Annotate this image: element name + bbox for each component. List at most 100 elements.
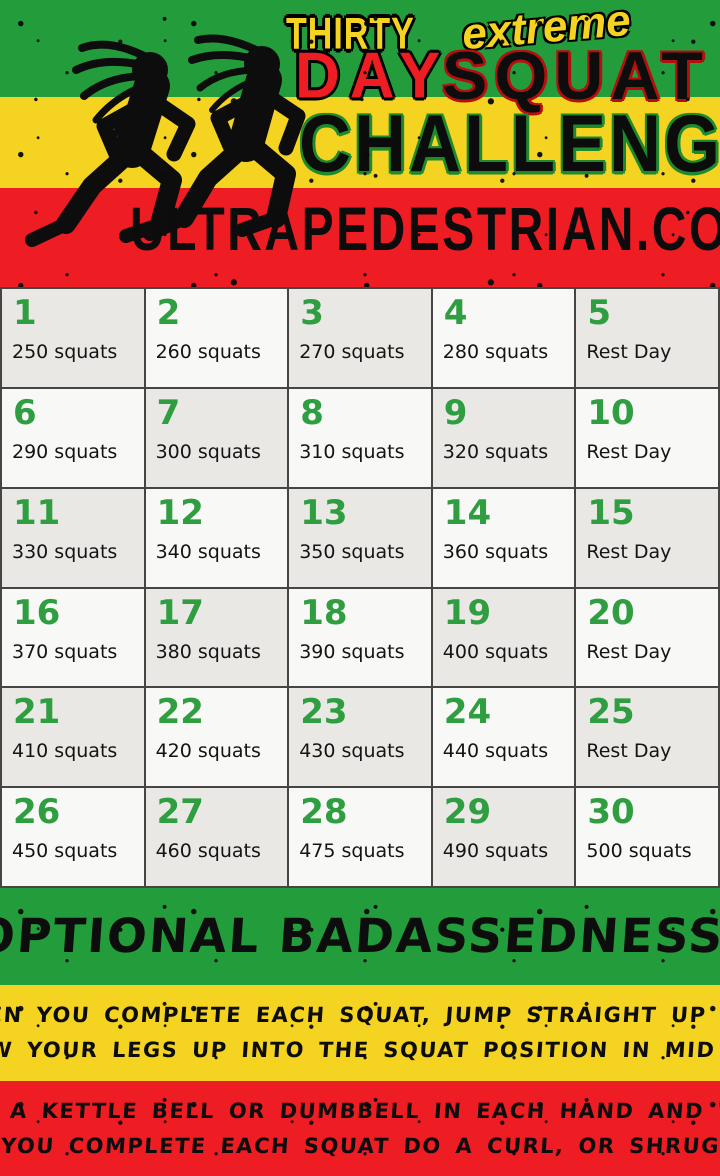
day-task: 475 squats xyxy=(299,840,405,863)
weights-tip-line2: YOU COMPLETE EACH SQUAT DO A CURL, OR SH… xyxy=(0,1133,720,1158)
day-task: 320 squats xyxy=(442,440,549,463)
calendar-cell: 23 430 squats xyxy=(289,688,431,787)
day-number: 12 xyxy=(156,492,204,533)
day-task: 280 squats xyxy=(442,341,549,363)
calendar-cell: 19 400 squats xyxy=(432,588,575,687)
optional-badassedness-band: OPTIONAL BADASSEDNESS: xyxy=(0,888,720,985)
day-task: 460 squats xyxy=(155,840,261,863)
title-thirty: THIRTY xyxy=(286,9,415,59)
optional-title: OPTIONAL BADASSEDNESS: xyxy=(0,909,720,964)
header-banner: THIRTY DAY extreme SQUAT CHALLENGE ULTRA… xyxy=(0,0,720,287)
website-text: ULTRAPEDESTRIAN.COM xyxy=(130,196,720,264)
day-task: 380 squats xyxy=(155,640,261,663)
jump-tip-line1: WHEN YOU COMPLETE EACH SQUAT, JUMP STRAI… xyxy=(0,1003,720,1028)
calendar-cell: 2 260 squats xyxy=(145,289,288,387)
title-squat: SQUAT xyxy=(442,38,710,114)
day-number: 17 xyxy=(156,592,204,633)
dreadlocked-runners-silhouette-icon xyxy=(25,34,306,247)
day-number: 15 xyxy=(587,492,635,533)
day-number: 11 xyxy=(13,492,61,533)
day-task: 400 squats xyxy=(442,640,549,663)
day-task: 410 squats xyxy=(12,740,118,763)
calendar-cell: 25 Rest Day xyxy=(576,688,718,787)
day-number: 7 xyxy=(156,392,181,433)
calendar-cell: 13 350 squats xyxy=(289,488,431,587)
day-task: 360 squats xyxy=(442,540,549,563)
day-task: 290 squats xyxy=(12,440,118,463)
calendar-grid: 1 250 squats 2 260 squats 3 270 squats 4… xyxy=(0,287,720,888)
calendar-cell: 6 290 squats xyxy=(2,388,144,487)
jump-tip-line2: DRAW YOUR LEGS UP INTO THE SQUAT POSITIO… xyxy=(0,1038,720,1062)
day-task: 450 squats xyxy=(12,840,118,863)
calendar-cell: 20 Rest Day xyxy=(576,588,718,687)
day-task: 250 squats xyxy=(12,341,118,363)
calendar-cell: 7 300 squats xyxy=(145,388,288,487)
day-number: 28 xyxy=(300,792,348,833)
day-task: Rest Day xyxy=(586,740,672,763)
day-task: 350 squats xyxy=(299,540,405,563)
day-number: 1 xyxy=(13,293,37,333)
day-task: Rest Day xyxy=(586,540,672,563)
day-number: 4 xyxy=(443,293,468,333)
day-number: 20 xyxy=(587,592,635,633)
calendar-cell: 4 280 squats xyxy=(432,289,575,387)
day-task: 260 squats xyxy=(155,341,261,363)
day-number: 13 xyxy=(300,492,348,533)
day-number: 5 xyxy=(587,293,612,333)
day-number: 22 xyxy=(156,692,204,733)
day-number: 19 xyxy=(443,592,492,633)
day-task: Rest Day xyxy=(586,440,672,463)
day-number: 26 xyxy=(13,792,61,833)
day-task: 300 squats xyxy=(155,440,261,463)
calendar-cell: 17 380 squats xyxy=(145,588,288,687)
day-task: 390 squats xyxy=(299,640,405,663)
day-number: 9 xyxy=(443,392,468,433)
day-number: 18 xyxy=(300,592,348,633)
day-number: 21 xyxy=(13,692,61,733)
calendar-cell: 5 Rest Day xyxy=(576,289,718,387)
day-task: 500 squats xyxy=(586,840,692,863)
calendar-cell: 10 Rest Day xyxy=(576,388,718,487)
day-number: 2 xyxy=(156,293,181,333)
calendar-cell: 14 360 squats xyxy=(432,488,575,587)
weights-tip-band: HOLD A KETTLE BELL OR DUMBBELL IN EACH H… xyxy=(0,1081,720,1176)
calendar-cell: 12 340 squats xyxy=(145,488,288,587)
day-number: 23 xyxy=(300,692,348,733)
day-task: Rest Day xyxy=(586,341,672,363)
day-number: 14 xyxy=(443,492,492,533)
jump-tip-band: WHEN YOU COMPLETE EACH SQUAT, JUMP STRAI… xyxy=(0,985,720,1081)
day-task: 370 squats xyxy=(12,640,118,663)
calendar-cell: 9 320 squats xyxy=(432,388,575,487)
day-task: 310 squats xyxy=(299,440,405,463)
calendar-cell: 8 310 squats xyxy=(289,388,431,487)
day-task: 440 squats xyxy=(442,740,549,763)
day-number: 25 xyxy=(587,692,635,733)
calendar-cell: 3 270 squats xyxy=(289,289,431,387)
title-day: DAY xyxy=(295,39,451,113)
day-number: 10 xyxy=(587,392,635,433)
calendar-cell: 21 410 squats xyxy=(2,688,144,787)
calendar-cell: 26 450 squats xyxy=(2,788,144,886)
day-number: 6 xyxy=(13,392,37,433)
weights-tip-line1: HOLD A KETTLE BELL OR DUMBBELL IN EACH H… xyxy=(0,1098,720,1123)
calendar-cell: 29 490 squats xyxy=(432,788,575,886)
day-number: 30 xyxy=(587,792,635,833)
calendar-cell: 15 Rest Day xyxy=(576,488,718,587)
day-task: 430 squats xyxy=(299,740,405,763)
day-number: 24 xyxy=(443,692,492,733)
day-task: 420 squats xyxy=(155,740,261,763)
calendar-cell: 27 460 squats xyxy=(145,788,288,886)
day-number: 3 xyxy=(300,293,324,333)
day-task: 270 squats xyxy=(299,341,405,363)
calendar-cell: 28 475 squats xyxy=(289,788,431,886)
day-number: 16 xyxy=(13,592,61,633)
calendar-cell: 30 500 squats xyxy=(576,788,718,886)
day-task: 490 squats xyxy=(442,840,549,863)
calendar-cell: 24 440 squats xyxy=(432,688,575,787)
day-number: 8 xyxy=(300,392,324,433)
calendar-cell: 22 420 squats xyxy=(145,688,288,787)
calendar-cell: 16 370 squats xyxy=(2,588,144,687)
day-number: 29 xyxy=(443,792,492,833)
day-task: Rest Day xyxy=(586,640,672,663)
